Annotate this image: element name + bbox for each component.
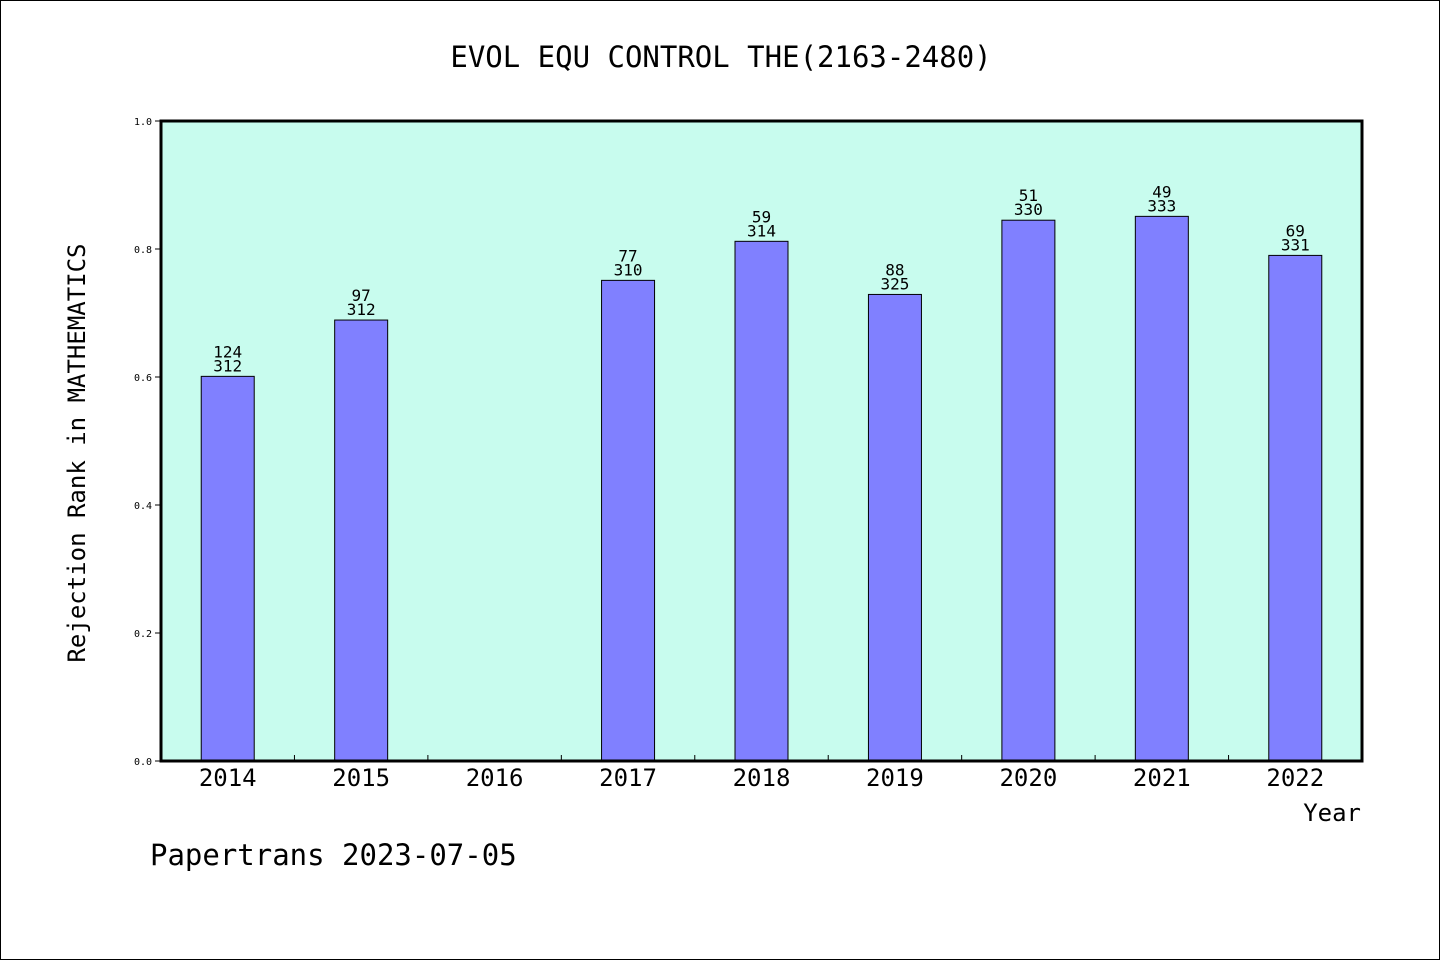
y-axis-label: Rejection Rank in MATHEMATICS [63, 243, 91, 662]
y-tick-label: 0.4 [134, 501, 152, 512]
bar-label-top: 59 [752, 207, 771, 226]
y-tick-label: 0.6 [134, 373, 152, 384]
x-tick-label: 2020 [999, 764, 1057, 792]
bar-label-top: 88 [885, 260, 904, 279]
bar-label-bottom: 333 [1147, 196, 1176, 215]
bar-label-bottom: 314 [747, 221, 776, 240]
ticks-group: 2014 2015 2016 2017 2018 2019 2020 2021 2022 0.0 0… [134, 117, 1324, 792]
y-tick-label: 1.0 [134, 117, 152, 128]
x-tick-label: 2019 [866, 764, 924, 792]
bar [1134, 215, 1189, 762]
bar-label-bottom: 312 [347, 300, 376, 319]
bar-label-top: 69 [1286, 221, 1305, 240]
bar [1268, 254, 1323, 762]
bar-label-top: 77 [618, 246, 637, 265]
bar-label-top: 97 [352, 286, 371, 305]
x-axis-label: Year [1303, 799, 1361, 827]
chart-title: EVOL EQU CONTROL THE(2163-2480) [450, 40, 991, 74]
x-tick-label: 2018 [733, 764, 791, 792]
bar [601, 279, 656, 762]
x-tick-label: 2015 [332, 764, 390, 792]
bar-label-bottom: 310 [614, 260, 643, 279]
bar-label-bottom: 330 [1014, 200, 1043, 219]
x-tick-label: 2021 [1133, 764, 1191, 792]
bar-label-top: 51 [1019, 186, 1038, 205]
x-tick-label: 2014 [199, 764, 257, 792]
y-tick-label: 0.2 [134, 629, 152, 640]
bar-label-bottom: 312 [213, 356, 242, 375]
x-tick-label: 2022 [1266, 764, 1324, 792]
bar-label-top: 124 [213, 342, 242, 361]
bar [734, 240, 789, 762]
bar [1001, 219, 1056, 762]
x-tick-label: 2017 [599, 764, 657, 792]
bar-label-top: 49 [1152, 182, 1171, 201]
bar-label-bottom: 325 [880, 274, 909, 293]
x-tick-label: 2016 [466, 764, 524, 792]
bar [200, 375, 255, 762]
plot-border [159, 119, 1364, 763]
bar-label-bottom: 331 [1281, 235, 1310, 254]
footer-source-date: Papertrans 2023-07-05 [150, 838, 517, 872]
bar [867, 293, 922, 762]
y-tick-label: 0.8 [134, 245, 152, 256]
bar [334, 319, 389, 762]
y-tick-label: 0.0 [134, 757, 152, 768]
bars-group: 3121243129731077314593258833051333493316… [200, 182, 1323, 762]
